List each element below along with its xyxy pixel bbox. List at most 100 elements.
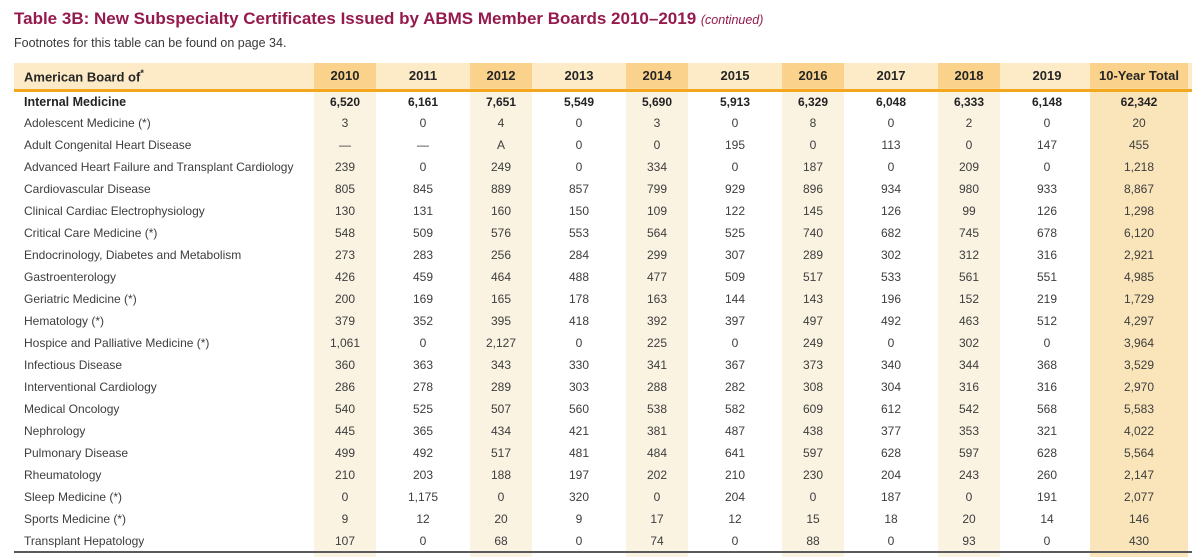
cell-2014: 17 — [618, 508, 696, 530]
cell-2014: 0 — [618, 486, 696, 508]
cell-2016: 517 — [774, 266, 852, 288]
cell-10-year-total: 3,529 — [1086, 354, 1192, 376]
certificates-table: American Board of* 2010 2011 2012 2013 2… — [14, 63, 1192, 557]
cell-2015: 0 — [731, 116, 739, 130]
cell-2017: 340 — [880, 358, 902, 372]
table-row: Rheumatology 210 203 188 197 202 210 230 204 243 2… — [14, 464, 1192, 486]
cell-10-year-total: 5,564 — [1086, 442, 1192, 464]
cell-2017: 196 — [880, 292, 902, 306]
board-header-asterisk: * — [140, 67, 144, 78]
cell-2017: 0 — [887, 533, 895, 548]
cell-2013: 330 — [568, 358, 590, 372]
cell-2014: 163 — [618, 288, 696, 310]
cell-2011: 365 — [412, 424, 434, 438]
cell-2019: 0 — [1043, 533, 1051, 548]
cell-2014: 381 — [618, 420, 696, 442]
cell-10-year-total: 4,022 — [1086, 420, 1192, 442]
row-label: Infectious Disease — [24, 358, 123, 372]
cell-2017: 0 — [887, 336, 895, 350]
cell-2019: 126 — [1036, 204, 1058, 218]
cell-2012: 289 — [462, 376, 540, 398]
cell-10-year-total: 2,147 — [1086, 464, 1192, 486]
cell-2018: 561 — [930, 266, 1008, 288]
cell-2018: 316 — [930, 376, 1008, 398]
cell-2015: 144 — [724, 292, 746, 306]
cell-2013: 320 — [568, 490, 590, 504]
cell-2016: 15 — [774, 508, 852, 530]
cell-2010: 107 — [306, 530, 384, 552]
cell-2017: 533 — [880, 270, 902, 284]
table-row: Advanced Heart Failure and Transplant Ca… — [14, 156, 1192, 178]
column-header-2016: 2016 — [774, 63, 852, 92]
cell-2013: 857 — [568, 182, 590, 196]
cell-2011: 0 — [419, 533, 427, 548]
cell-2018: 542 — [930, 398, 1008, 420]
cell-10-year-total: 2,921 — [1086, 244, 1192, 266]
cell-2019: 219 — [1036, 292, 1058, 306]
column-header-2017: 2017 — [852, 63, 930, 92]
cell-2013: 418 — [568, 314, 590, 328]
cell-2010: 9 — [306, 508, 384, 530]
cell-2010: — — [306, 134, 384, 156]
cell-10-year-total: 62,342 — [1086, 90, 1192, 112]
cell-2019: 316 — [1036, 248, 1058, 262]
table-body: Internal Medicine 6,520 6,161 7,651 5,549 5,6… — [14, 90, 1192, 557]
bottom-rule-segment — [462, 551, 540, 557]
cell-2019: 147 — [1036, 138, 1058, 152]
cell-2016: 289 — [774, 244, 852, 266]
cell-2017: 0 — [887, 160, 895, 174]
cell-2013: 9 — [575, 512, 583, 526]
cell-2011: 363 — [412, 358, 434, 372]
cell-2012: 889 — [462, 178, 540, 200]
cell-2013: 553 — [568, 226, 590, 240]
cell-2017: 0 — [887, 116, 895, 130]
column-header-2014: 2014 — [618, 63, 696, 92]
cell-2010: 239 — [306, 156, 384, 178]
cell-2017: 204 — [880, 468, 902, 482]
cell-2010: 445 — [306, 420, 384, 442]
cell-2016: 497 — [774, 310, 852, 332]
cell-2017: 18 — [884, 512, 898, 526]
table-row: Infectious Disease 360 363 343 330 341 367 373 3… — [14, 354, 1192, 376]
cell-2010: 360 — [306, 354, 384, 376]
cell-2018: 152 — [930, 288, 1008, 310]
cell-10-year-total: 2,077 — [1086, 486, 1192, 508]
row-label: Geriatric Medicine (*) — [24, 292, 137, 306]
cell-2011: 352 — [412, 314, 434, 328]
cell-2014: 109 — [618, 200, 696, 222]
cell-2017: 187 — [880, 490, 902, 504]
cell-2015: 929 — [724, 182, 746, 196]
bottom-rule-segment — [306, 551, 384, 557]
cell-2012: 20 — [462, 508, 540, 530]
column-header-2015: 2015 — [696, 63, 774, 92]
cell-2015: 195 — [724, 138, 746, 152]
cell-2017: 302 — [880, 248, 902, 262]
cell-2018: 20 — [930, 508, 1008, 530]
table-row: Hospice and Palliative Medicine (*) 1,061… — [14, 332, 1192, 354]
cell-2012: 343 — [462, 354, 540, 376]
cell-2014: 564 — [618, 222, 696, 244]
cell-2013: 150 — [568, 204, 590, 218]
cell-2015: 0 — [731, 336, 739, 350]
cell-10-year-total: 1,298 — [1086, 200, 1192, 222]
cell-2018: 980 — [930, 178, 1008, 200]
cell-2016: 8 — [774, 112, 852, 134]
cell-2012: 249 — [462, 156, 540, 178]
cell-2018: 463 — [930, 310, 1008, 332]
cell-2017: 6,048 — [875, 94, 907, 109]
cell-2018: 302 — [930, 332, 1008, 354]
row-label: Adolescent Medicine (*) — [24, 116, 151, 130]
bottom-rule-segment — [930, 551, 1008, 557]
row-label: Transplant Hepatology — [24, 533, 145, 548]
column-header-2018: 2018 — [930, 63, 1008, 92]
cell-2011: 492 — [412, 446, 434, 460]
cell-2011: 509 — [412, 226, 434, 240]
cell-2017: 934 — [880, 182, 902, 196]
cell-2013: 0 — [575, 138, 583, 152]
cell-2014: 3 — [618, 112, 696, 134]
column-header-2010: 2010 — [306, 63, 384, 92]
cell-10-year-total: 1,218 — [1086, 156, 1192, 178]
cell-2010: 6,520 — [306, 90, 384, 112]
cell-2013: 0 — [575, 116, 583, 130]
cell-2010: 210 — [306, 464, 384, 486]
